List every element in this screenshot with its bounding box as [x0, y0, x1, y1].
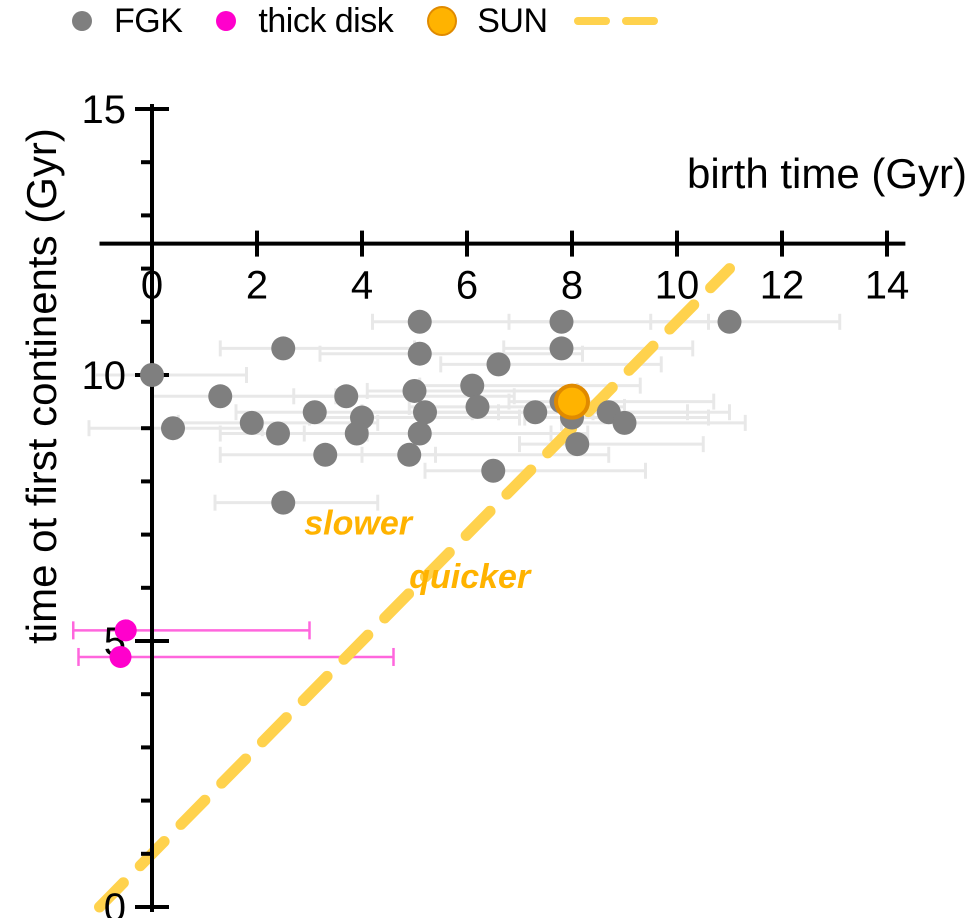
annotation-slower: slower [304, 505, 413, 543]
legend-label-thick-disk: thick disk [258, 2, 394, 40]
data-point-fgk[interactable] [271, 336, 296, 361]
dashed-line-marker-icon [573, 17, 610, 25]
data-point-fgk[interactable] [208, 384, 233, 409]
data-point-fgk[interactable] [313, 442, 338, 467]
data-point-fgk[interactable] [334, 384, 359, 409]
data-point-fgk[interactable] [486, 352, 511, 377]
x-axis-tick-label: 2 [246, 264, 268, 308]
data-point-fgk[interactable] [302, 400, 327, 425]
data-point-fgk[interactable] [271, 490, 296, 515]
data-point-fgk[interactable] [465, 394, 490, 419]
data-point-thick-disk[interactable] [109, 645, 132, 668]
reference-line-layer [94, 263, 735, 913]
x-axis-title: birth time (Gyr) [686, 150, 967, 197]
errorbar-layer [72, 313, 842, 666]
x-axis-tick-label: 6 [456, 264, 478, 308]
data-point-sun[interactable] [554, 383, 590, 420]
gray-circle-marker-icon [72, 11, 92, 31]
legend-item-fgk[interactable]: FGK [72, 2, 183, 40]
x-axis-tick-label: 0 [141, 264, 163, 308]
data-point-fgk[interactable] [397, 442, 422, 467]
x-axis-tick-label: 14 [865, 264, 910, 308]
annotation-quicker: quicker [409, 558, 532, 596]
magenta-circle-marker-icon [216, 11, 237, 31]
data-point-fgk[interactable] [460, 373, 485, 398]
legend-item-reference-line[interactable] [573, 17, 658, 25]
x-axis-tick-label: 8 [561, 264, 583, 308]
y-axis-tick-label: 0 [104, 886, 126, 918]
data-point-fgk[interactable] [407, 309, 432, 334]
legend-label-sun: SUN [477, 2, 548, 40]
data-points-layer [109, 309, 742, 668]
legend-label-fgk: FGK [114, 2, 183, 40]
data-point-fgk[interactable] [523, 400, 548, 425]
data-point-fgk[interactable] [140, 363, 164, 387]
y-axis-tick-label: 10 [82, 354, 127, 398]
one-to-one-reference-line [94, 263, 735, 913]
data-point-fgk[interactable] [717, 309, 742, 334]
data-point-fgk[interactable] [413, 400, 437, 425]
data-point-fgk[interactable] [407, 421, 432, 446]
data-point-fgk[interactable] [402, 378, 427, 403]
y-axis-tick-label: 15 [82, 88, 127, 132]
annotation-layer: slower quicker [304, 505, 532, 596]
data-point-fgk[interactable] [612, 410, 637, 435]
legend-item-sun[interactable]: SUN [427, 2, 548, 40]
data-point-fgk[interactable] [344, 421, 369, 446]
legend-item-thick-disk[interactable]: thick disk [216, 2, 394, 40]
data-point-thick-disk[interactable] [114, 619, 137, 642]
dashed-line-marker-icon [621, 17, 658, 25]
sun-circle-marker-icon [427, 6, 458, 36]
data-point-fgk[interactable] [481, 458, 506, 483]
data-point-fgk[interactable] [239, 410, 264, 435]
data-point-fgk[interactable] [549, 309, 574, 334]
data-point-fgk[interactable] [266, 421, 290, 446]
data-point-fgk[interactable] [161, 416, 185, 441]
data-point-fgk[interactable] [549, 336, 574, 361]
x-axis-tick-label: 4 [351, 264, 373, 308]
data-point-fgk[interactable] [565, 432, 590, 457]
x-axis-tick-label: 12 [760, 264, 805, 308]
x-axis-tick-label: 10 [655, 264, 700, 308]
chart-legend: FGK thick disk SUN [0, 0, 973, 42]
data-point-fgk[interactable] [407, 341, 432, 366]
